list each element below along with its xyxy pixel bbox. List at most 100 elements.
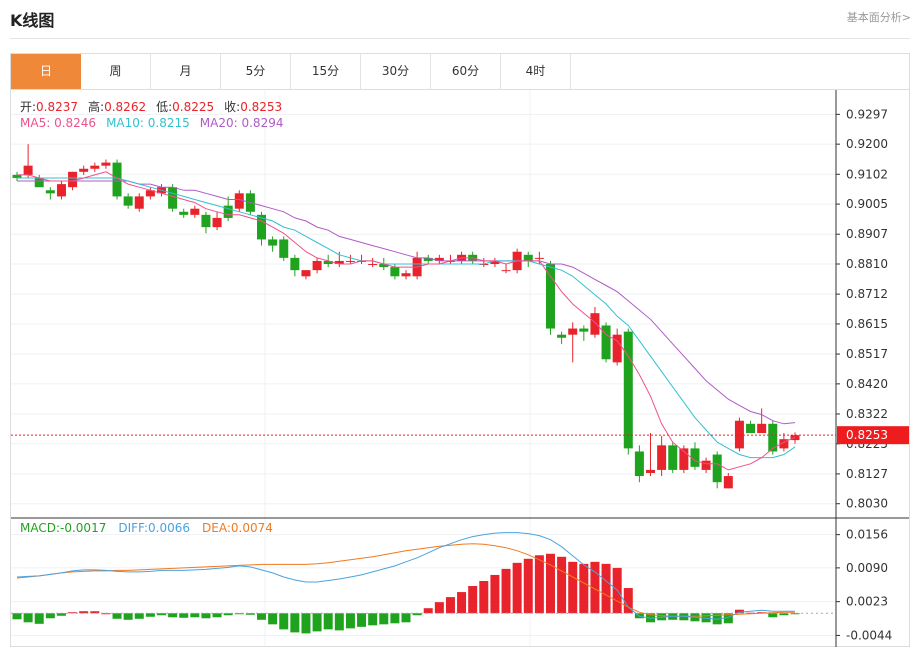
y-tick-label: 0.8322 — [846, 407, 888, 421]
candle-body — [134, 196, 144, 209]
y-tick-label: 0.9297 — [846, 107, 888, 121]
tab-5min[interactable]: 5分 — [221, 54, 291, 89]
open-value: 0.8237 — [36, 100, 79, 114]
candle-body — [345, 260, 355, 262]
y-tick-label: 0.9200 — [846, 137, 888, 151]
y-tick-label: 0.9102 — [846, 167, 888, 181]
last-price-badge — [837, 426, 909, 445]
macd-bar — [123, 613, 133, 620]
candle-body — [612, 334, 622, 363]
tab-month[interactable]: 月 — [151, 54, 221, 89]
macd-bar — [45, 613, 55, 619]
tab-4hour[interactable]: 4时 — [501, 54, 571, 89]
candle-body — [779, 439, 789, 449]
macd-bar — [56, 613, 66, 616]
candle-body — [768, 423, 778, 452]
candle-body — [701, 460, 711, 470]
candle-body — [201, 214, 211, 228]
macd-bar — [601, 563, 611, 614]
candle-body — [312, 260, 322, 271]
candle-body — [368, 264, 378, 266]
candle-body — [379, 264, 389, 268]
macd-bar — [68, 612, 78, 614]
dea-line — [16, 543, 795, 617]
tab-60min[interactable]: 60分 — [431, 54, 501, 89]
fundamental-analysis-link[interactable]: 基本面分析> — [846, 11, 911, 24]
y-tick-label: 0.8517 — [846, 347, 888, 361]
candle-body — [90, 165, 100, 169]
ma-legend: MA5: 0.8246 MA10: 0.8215 MA20: 0.8294 — [20, 116, 283, 130]
macd-bar — [112, 613, 122, 619]
macd-bar — [145, 613, 155, 617]
candle-body — [190, 208, 200, 215]
macd-bar — [301, 613, 311, 634]
macd-bar — [257, 613, 267, 620]
macd-bar — [423, 608, 433, 614]
y-tick-label: 0.8615 — [846, 317, 888, 331]
y-tick-label: 0.8127 — [846, 467, 888, 481]
macd-bar — [512, 562, 522, 614]
ohlc-legend: 开:0.8237 高:0.8262 低:0.8225 收:0.8253 — [20, 98, 282, 115]
candle-body — [123, 196, 133, 206]
tab-day[interactable]: 日 — [11, 54, 81, 89]
candle-body — [757, 423, 767, 434]
macd-bar — [168, 613, 178, 618]
candle-body — [534, 257, 544, 259]
macd-bar — [468, 586, 478, 614]
candle-body — [101, 162, 111, 166]
kline-chart-frame[interactable] — [10, 89, 910, 647]
macd-bar — [734, 609, 744, 614]
macd-bar — [790, 613, 800, 615]
tab-30min[interactable]: 30分 — [361, 54, 431, 89]
macd-bar — [223, 613, 233, 616]
macd-bar — [134, 613, 144, 619]
candle-body — [145, 190, 155, 197]
macd-y-tick-label: 0.0156 — [846, 528, 888, 542]
candle-body — [168, 187, 178, 209]
tab-week[interactable]: 周 — [81, 54, 151, 89]
candle-body — [179, 211, 189, 215]
macd-bar — [312, 613, 322, 632]
high-label: 高: — [88, 100, 105, 114]
header: K线图 基本面分析> — [0, 0, 915, 38]
macd-y-tick-label: 0.0023 — [846, 595, 888, 609]
macd-bar — [34, 613, 44, 624]
open-label: 开: — [20, 100, 37, 114]
macd-bar — [779, 613, 789, 616]
macd-bar — [412, 613, 422, 616]
close-label: 收: — [224, 100, 241, 114]
macd-bar — [323, 613, 333, 630]
tab-15min[interactable]: 15分 — [291, 54, 361, 89]
candle-body — [668, 445, 678, 470]
candle-body — [45, 190, 55, 194]
macd-bar — [723, 613, 733, 624]
period-tabs: 日 周 月 5分 15分 30分 60分 4时 — [10, 53, 910, 89]
candle-body — [646, 469, 656, 473]
macd-bar — [445, 597, 455, 614]
candle-body — [690, 448, 700, 467]
macd-bar — [557, 556, 567, 614]
macd-bar — [579, 563, 589, 614]
ma10-line — [17, 177, 796, 459]
y-tick-label: 0.8420 — [846, 377, 888, 391]
macd-bar — [701, 613, 711, 623]
candle-body — [746, 423, 756, 434]
y-tick-label: 0.8810 — [846, 257, 888, 271]
macd-bar — [234, 613, 244, 615]
candle-body — [357, 260, 367, 262]
ma5-line — [17, 171, 796, 471]
ma10-label: MA10: — [106, 116, 144, 130]
macd-label: MACD: — [20, 521, 61, 535]
close-value: 0.8253 — [240, 100, 283, 114]
macd-bar — [212, 613, 222, 618]
candle-body — [56, 184, 66, 197]
candle-body — [290, 257, 300, 271]
candle-body — [723, 476, 733, 489]
macd-bar — [401, 613, 411, 623]
candle-body — [279, 239, 289, 258]
diff-value: 0.0066 — [148, 521, 191, 535]
macd-bar — [368, 613, 378, 626]
macd-bar — [379, 613, 389, 625]
candle-body — [334, 260, 344, 265]
